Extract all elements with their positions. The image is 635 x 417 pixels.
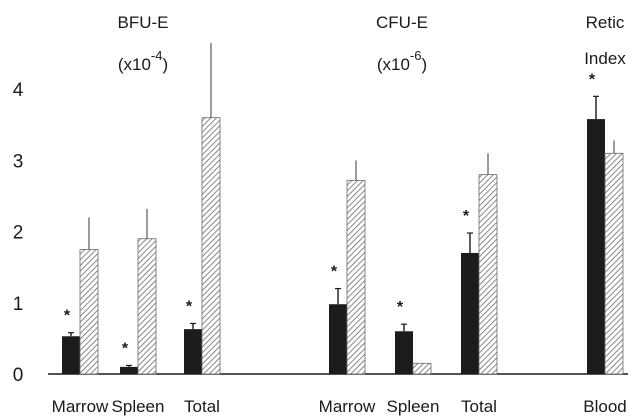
significance-star: * bbox=[186, 298, 193, 315]
bar-hatched bbox=[137, 238, 157, 375]
category-label: Blood bbox=[583, 397, 626, 416]
y-tick-label: 1 bbox=[13, 294, 24, 315]
bar-hatched bbox=[412, 362, 432, 375]
category-label: Marrow bbox=[52, 397, 109, 416]
significance-star: * bbox=[463, 208, 470, 225]
bar-solid bbox=[395, 331, 413, 374]
group-title-index: Index bbox=[584, 49, 626, 68]
y-tick-label: 3 bbox=[13, 151, 24, 172]
bar-solid bbox=[62, 336, 80, 374]
category-label: Total bbox=[461, 397, 497, 416]
bar-hatched bbox=[201, 117, 221, 375]
significance-star: * bbox=[64, 308, 71, 325]
bar-solid bbox=[120, 366, 138, 374]
y-tick-label: 0 bbox=[13, 365, 24, 386]
y-axis: 0 1 2 3 4 bbox=[13, 80, 24, 386]
category-label: Spleen bbox=[387, 397, 440, 416]
bar-solid bbox=[587, 119, 605, 374]
bar-hatched bbox=[604, 152, 624, 375]
bar-hatched bbox=[79, 248, 99, 375]
group-scale-bfu-e: (x10-4) bbox=[118, 48, 168, 74]
significance-star: * bbox=[589, 71, 596, 88]
significance-star: * bbox=[397, 299, 404, 316]
category-label: Total bbox=[184, 397, 220, 416]
bar-solid bbox=[461, 252, 479, 374]
bar-hatched bbox=[478, 174, 498, 375]
y-tick-label: 2 bbox=[13, 223, 24, 244]
bars: * Marrow * Spleen * Total * Marrow * Spleen * Total… bbox=[52, 42, 627, 416]
bar-solid bbox=[184, 329, 202, 374]
category-label: Spleen bbox=[112, 397, 165, 416]
group-title-cfu-e: CFU-E bbox=[376, 13, 428, 32]
significance-star: * bbox=[122, 340, 129, 357]
group-scale-cfu-e: (x10-6) bbox=[377, 48, 427, 74]
significance-star: * bbox=[331, 264, 338, 281]
category-label: Marrow bbox=[319, 397, 376, 416]
bar-solid bbox=[329, 304, 347, 374]
group-title-bfu-e: BFU-E bbox=[118, 13, 169, 32]
y-tick-label: 4 bbox=[13, 80, 24, 101]
bar-hatched bbox=[346, 179, 366, 375]
group-title-retic: Retic bbox=[586, 13, 625, 32]
